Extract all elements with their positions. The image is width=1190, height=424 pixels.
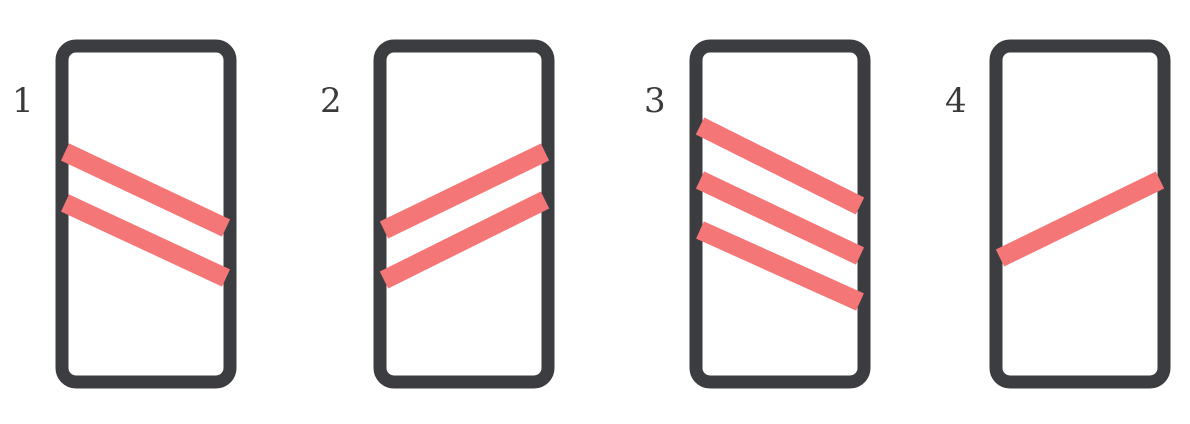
sign-number-3: 3 xyxy=(644,81,666,121)
sign-3-stripe-3 xyxy=(696,221,864,311)
sign-number-1: 1 xyxy=(12,81,34,121)
sign-1: 1 xyxy=(12,39,237,389)
sign-1-stripe-1 xyxy=(60,143,231,237)
sign-frame-2 xyxy=(373,39,555,389)
sign-2-stripe-2 xyxy=(379,191,550,289)
sign-stripes-1 xyxy=(60,143,231,287)
sign-3-stripe-2 xyxy=(695,171,865,265)
sign-number-4: 4 xyxy=(945,81,967,121)
sign-2: 2 xyxy=(320,39,555,389)
sign-4-stripe-1 xyxy=(995,171,1165,267)
sign-3-stripe-1 xyxy=(695,117,865,215)
sign-stripes-4 xyxy=(995,171,1165,267)
sign-frame-1 xyxy=(55,39,237,389)
sign-1-stripe-2 xyxy=(60,194,231,287)
sign-number-2: 2 xyxy=(320,81,342,121)
sign-stripes-2 xyxy=(379,143,550,289)
sign-2-stripe-1 xyxy=(379,143,550,239)
sign-4: 4 xyxy=(945,39,1171,389)
sign-stripes-3 xyxy=(695,117,865,311)
sign-3: 3 xyxy=(644,39,871,389)
